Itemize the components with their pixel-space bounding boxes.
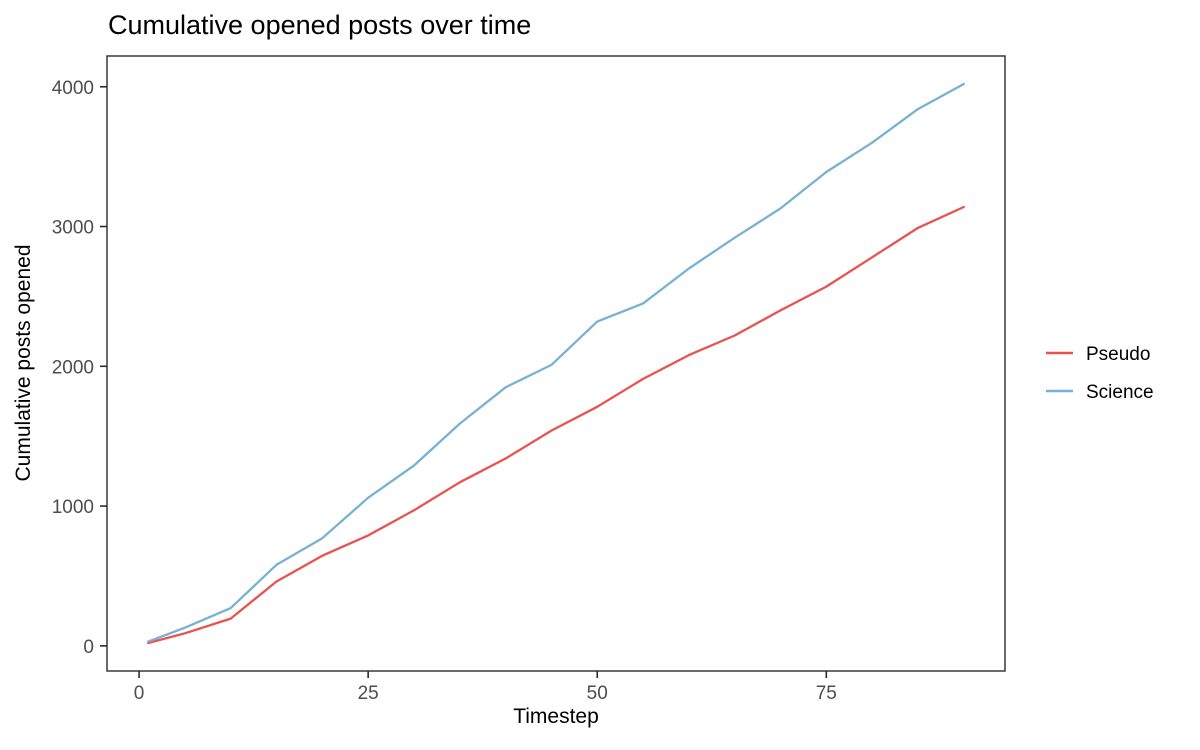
- x-tick-label: 50: [587, 683, 608, 704]
- series-line-pseudo: [147, 205, 965, 645]
- y-axis-title: Cumulative posts opened: [12, 245, 35, 482]
- legend-label: Pseudo: [1086, 344, 1150, 365]
- x-tick-label: 25: [358, 683, 379, 704]
- plot-panel-border: [106, 55, 1006, 672]
- y-axis-ticks: 0 1000 2000 3000 4000: [52, 78, 107, 658]
- x-tick-label: 0: [134, 683, 145, 704]
- x-axis-title: Timestep: [513, 705, 599, 728]
- x-tick-label: 75: [816, 683, 837, 704]
- y-tick-label: 3000: [52, 218, 94, 239]
- legend-entry: Science: [1046, 382, 1154, 403]
- series-line-science: [147, 82, 965, 643]
- y-tick-label: 4000: [52, 78, 94, 99]
- legend-entry: Pseudo: [1046, 344, 1150, 365]
- data-series-lines: [147, 82, 965, 645]
- y-tick-label: 0: [83, 637, 94, 658]
- y-tick-label: 2000: [52, 357, 94, 378]
- y-tick-label: 1000: [52, 497, 94, 518]
- x-axis-ticks: 0 25 50 75: [134, 671, 837, 704]
- legend-label: Science: [1086, 382, 1154, 403]
- legend: Pseudo Science: [1046, 344, 1154, 403]
- chart-title: Cumulative opened posts over time: [108, 10, 531, 40]
